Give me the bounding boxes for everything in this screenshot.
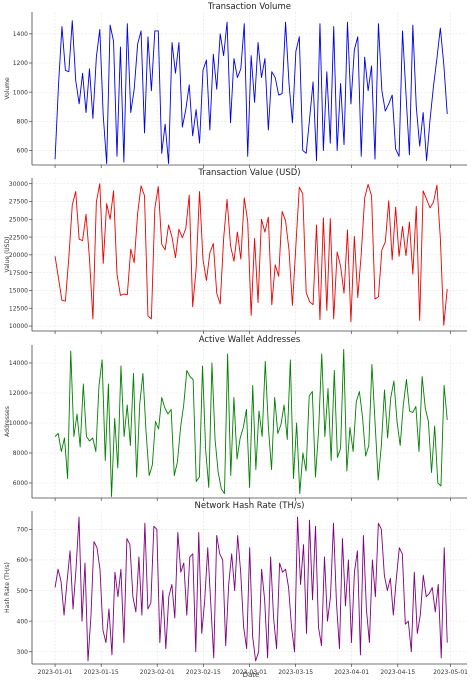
y-tick-label: 25000 — [9, 216, 28, 223]
panel-4: Network Hash Rate (TH/s) 300 400 500 600 700 H… — [4, 501, 467, 667]
y-tick-label: 300 — [17, 649, 29, 656]
y-tick-label: 6000 — [13, 480, 28, 487]
chart-title: Active Wallet Addresses — [199, 335, 301, 345]
chart-title: Network Hash Rate (TH/s) — [194, 501, 304, 511]
y-tick-label: 15000 — [9, 288, 28, 295]
y-tick-label: 14000 — [9, 360, 28, 367]
series-line — [54, 349, 448, 497]
y-tick-label: 600 — [17, 148, 29, 155]
y-tick-label: 27500 — [9, 199, 28, 206]
x-tick-label: 2023-04-01 — [334, 669, 369, 676]
series-line — [54, 20, 448, 164]
x-axis-label: Date — [243, 671, 260, 679]
chart-title: Transaction Value (USD) — [197, 168, 300, 178]
x-tick-label: 2023-03-15 — [278, 669, 313, 676]
y-axis-label: Value (USD) — [4, 237, 11, 273]
x-tick-label: 2023-05-01 — [433, 669, 468, 676]
y-tick-label: 12500 — [9, 305, 28, 312]
y-tick-label: 20000 — [9, 252, 28, 259]
y-axis-label: Hash Rate (TH/s) — [4, 562, 11, 613]
x-tick-label: 2023-04-15 — [380, 669, 415, 676]
series-line — [54, 516, 448, 662]
y-tick-label: 800 — [17, 118, 29, 125]
chart-panels: Transaction Volume 600 800 1000 1200 1400 Volu… — [4, 2, 467, 667]
y-tick-label: 1200 — [13, 60, 28, 67]
panel-3: Active Wallet Addresses 6000 8000 10000 1200… — [4, 335, 467, 501]
y-tick-label: 600 — [17, 557, 29, 564]
y-tick-label: 30000 — [9, 181, 28, 188]
chart-title: Transaction Volume — [207, 2, 291, 12]
y-axis-label: Addresses — [4, 406, 11, 437]
x-tick-label: 2023-01-01 — [38, 669, 73, 676]
y-tick-label: 10000 — [9, 323, 28, 330]
y-tick-label: 8000 — [13, 450, 28, 457]
y-tick-label: 400 — [17, 618, 29, 625]
shared-x-axis: 2023-01-01 2023-01-15 2023-02-01 2023-02-15… — [38, 669, 469, 676]
series-line — [54, 183, 448, 326]
x-tick-label: 2023-02-15 — [186, 669, 221, 676]
y-tick-label: 700 — [17, 527, 29, 534]
x-tick-label: 2023-02-01 — [140, 669, 175, 676]
y-tick-label: 1400 — [13, 31, 28, 38]
x-tick-label: 2023-03-01 — [232, 669, 267, 676]
y-tick-label: 17500 — [9, 270, 28, 277]
panel-2: Transaction Value (USD) 10000 12500 15000 17… — [4, 168, 467, 334]
panel-1: Transaction Volume 600 800 1000 1200 1400 Volu… — [4, 2, 467, 168]
y-tick-label: 22500 — [9, 234, 28, 241]
y-axis-label: Volume — [4, 77, 11, 100]
y-tick-label: 1000 — [13, 89, 28, 96]
x-tick-label: 2023-01-15 — [84, 669, 119, 676]
y-tick-label: 10000 — [9, 420, 28, 427]
y-tick-label: 12000 — [9, 390, 28, 397]
y-tick-label: 500 — [17, 588, 29, 595]
